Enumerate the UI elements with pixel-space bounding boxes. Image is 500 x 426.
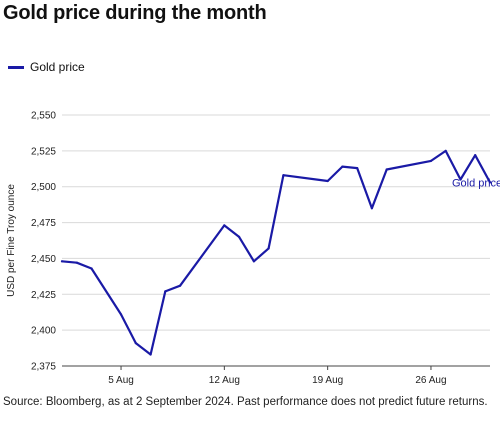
y-tick-label: 2,550 xyxy=(31,111,56,122)
data-point xyxy=(179,284,182,287)
data-point xyxy=(134,342,137,345)
y-axis-title: USD per Fine Troy ounce xyxy=(6,184,17,297)
x-tick-label: 26 Aug xyxy=(415,375,446,386)
data-point xyxy=(429,159,433,162)
data-point xyxy=(459,178,462,181)
data-point xyxy=(119,313,123,316)
data-point xyxy=(90,267,93,270)
y-tick-label: 2,500 xyxy=(31,182,56,193)
x-tick-label: 19 Aug xyxy=(312,375,343,386)
data-point xyxy=(267,247,270,250)
data-point xyxy=(370,207,373,210)
data-point xyxy=(282,174,285,177)
data-point xyxy=(341,165,344,168)
x-tick-labels: 5 Aug 12 Aug 19 Aug 26 Aug xyxy=(108,375,446,386)
legend-swatch xyxy=(8,65,24,69)
data-point xyxy=(488,181,492,184)
legend: Gold price xyxy=(8,60,85,74)
y-tick-label: 2,400 xyxy=(31,326,56,337)
x-tick-label: 12 Aug xyxy=(209,375,240,386)
y-tick-label: 2,475 xyxy=(31,218,56,229)
data-point xyxy=(356,167,359,170)
data-point xyxy=(252,260,255,263)
y-tick-label: 2,375 xyxy=(31,362,56,373)
series-end-label: Gold price xyxy=(452,177,500,189)
data-point xyxy=(223,224,226,227)
y-tick-label: 2,525 xyxy=(31,146,56,157)
chart-title: Gold price during the month xyxy=(3,2,267,24)
data-point xyxy=(326,179,329,183)
data-point xyxy=(164,290,167,293)
data-point xyxy=(238,235,241,238)
data-point xyxy=(474,154,477,157)
data-point xyxy=(385,168,388,171)
gridlines xyxy=(62,114,490,331)
y-tick-label: 2,450 xyxy=(31,254,56,265)
source-note: Source: Bloomberg, as at 2 September 202… xyxy=(3,396,488,408)
y-tick-labels: 2,375 2,400 2,425 2,450 2,475 2,500 2,525 2,550 xyxy=(31,111,56,373)
data-point xyxy=(149,353,152,356)
data-point xyxy=(444,149,447,152)
series-line-gold-price xyxy=(60,149,492,356)
legend-label: Gold price xyxy=(30,60,85,74)
series-layer: Gold price xyxy=(60,149,500,356)
data-point xyxy=(60,260,64,263)
y-tick-label: 2,425 xyxy=(31,290,56,301)
x-tick-label: 5 Aug xyxy=(108,375,134,386)
data-point xyxy=(75,261,78,264)
axes xyxy=(62,365,490,370)
